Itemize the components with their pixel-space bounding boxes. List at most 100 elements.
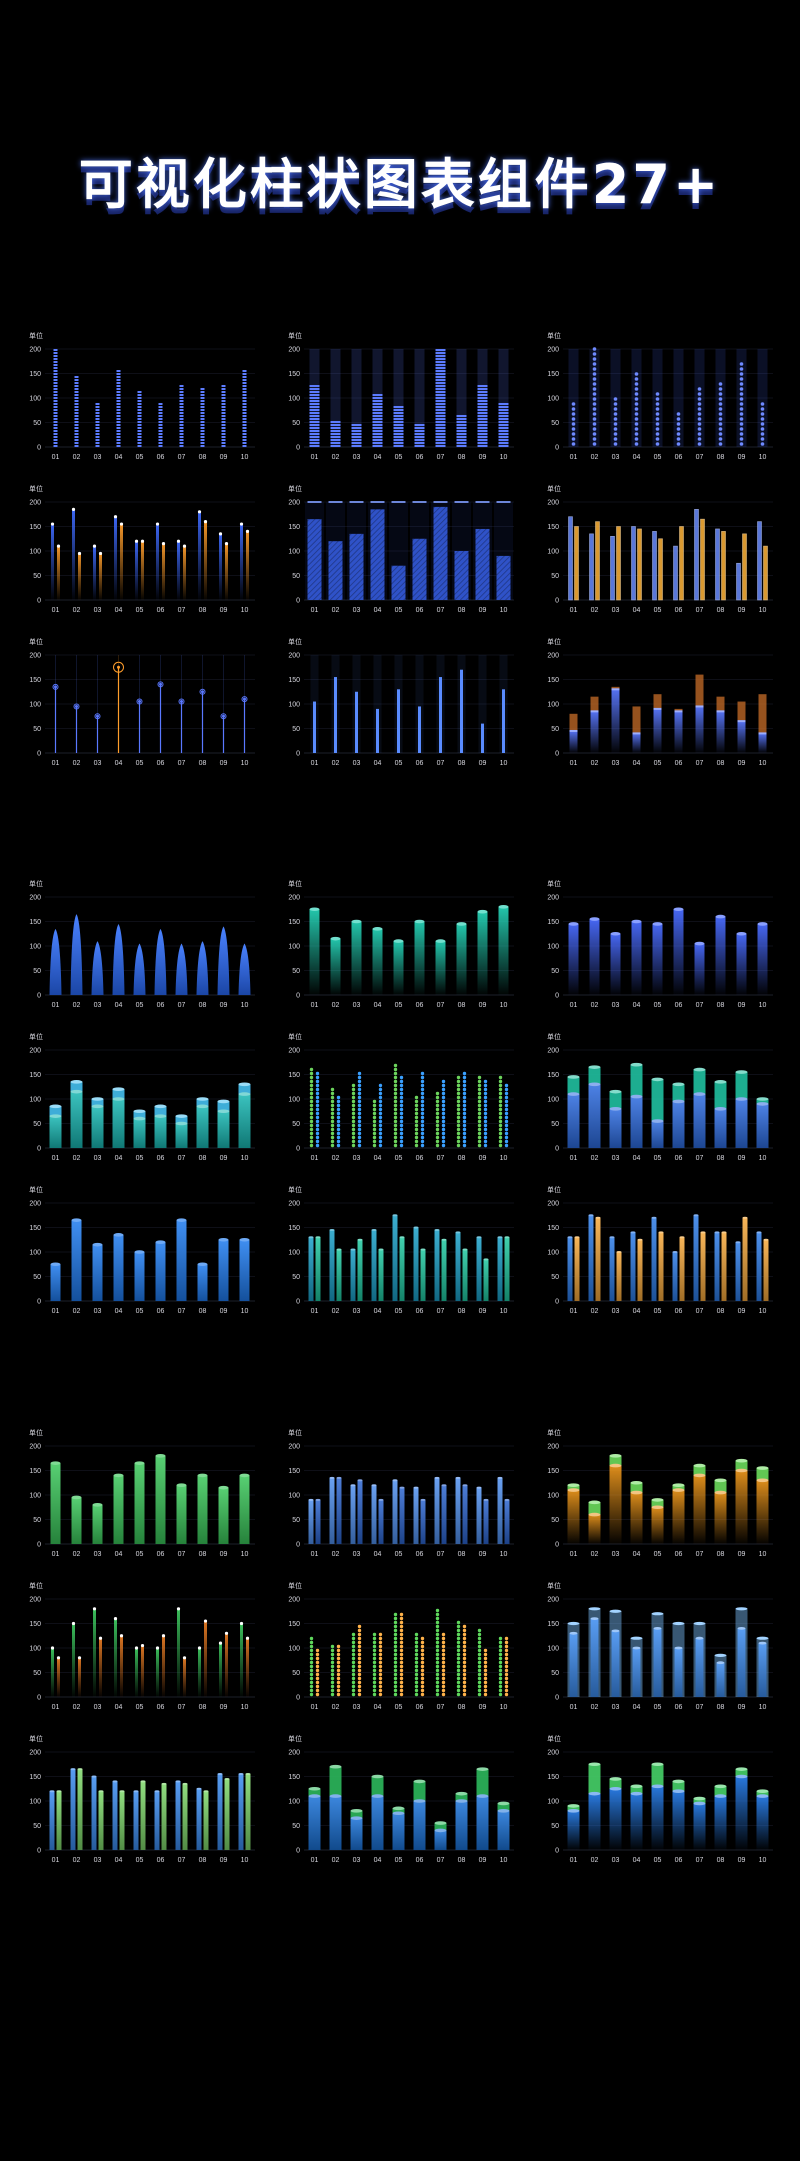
bar-dot <box>372 1111 377 1116</box>
bar-dot <box>420 1692 425 1697</box>
bar-dot <box>315 1676 320 1681</box>
bar <box>674 708 683 712</box>
x-tick-label: 07 <box>696 1002 704 1009</box>
bar <box>240 524 243 600</box>
bar <box>758 733 767 753</box>
bar-dot <box>309 1664 314 1669</box>
bar-dot <box>372 1143 377 1148</box>
bar <box>414 433 425 435</box>
x-tick-label: 07 <box>696 1155 704 1162</box>
bar-dot <box>315 1656 320 1661</box>
bar-dot <box>739 372 744 376</box>
bar <box>179 385 184 387</box>
bar <box>672 1485 685 1491</box>
bar-dot <box>330 1115 335 1120</box>
bar <box>328 501 343 503</box>
bar-dot <box>336 1143 341 1148</box>
bar <box>95 403 100 405</box>
bar <box>433 501 448 503</box>
bar <box>134 1463 145 1544</box>
bar <box>116 415 121 417</box>
bar-dot <box>498 1115 503 1120</box>
bar <box>435 445 446 447</box>
bar-cap <box>315 1498 321 1501</box>
bar <box>616 526 621 601</box>
bar-dot <box>372 1652 377 1657</box>
bar-cap <box>735 1097 748 1101</box>
bar <box>498 424 509 426</box>
bar <box>399 1487 405 1544</box>
y-tick-label: 150 <box>29 1468 41 1475</box>
bar <box>246 1638 249 1697</box>
x-tick-label: 08 <box>717 1308 725 1315</box>
bar-dot <box>435 1640 440 1645</box>
bar <box>162 543 165 600</box>
bar <box>53 364 58 366</box>
bar-dot <box>372 1668 377 1673</box>
bar-dot <box>351 1648 356 1653</box>
bar <box>182 1783 188 1850</box>
bar-dot <box>330 1668 335 1673</box>
bar-cap <box>630 1231 636 1234</box>
bar <box>197 1264 208 1301</box>
bar-cap <box>245 1636 250 1640</box>
x-tick-label: 06 <box>416 1551 424 1558</box>
bar <box>224 1778 230 1850</box>
bar-dot <box>315 1668 320 1673</box>
bar <box>242 421 247 423</box>
bar-cap <box>77 551 82 556</box>
bar-dot <box>456 1139 461 1144</box>
bar <box>158 415 163 417</box>
bar <box>652 531 657 601</box>
bar-cap <box>161 1782 167 1785</box>
bar-dot <box>315 1135 320 1140</box>
bar <box>74 418 79 420</box>
y-tick-label: 150 <box>547 1225 559 1232</box>
bar-dot <box>393 1095 398 1100</box>
bar-dot <box>613 417 618 421</box>
bar <box>351 427 362 429</box>
bar-dot <box>414 1143 419 1148</box>
x-tick-label: 03 <box>612 1155 620 1162</box>
bar <box>392 1808 405 1814</box>
bar <box>200 388 205 390</box>
bar <box>435 349 446 351</box>
x-tick-label: 05 <box>136 760 144 767</box>
x-tick-label: 02 <box>591 1551 599 1558</box>
bar <box>567 1490 580 1544</box>
bar-dot <box>351 1115 356 1120</box>
bar-dot <box>477 1087 482 1092</box>
bar <box>225 1633 228 1697</box>
bar-dot <box>393 1119 398 1124</box>
bar <box>456 427 467 429</box>
bar <box>95 406 100 408</box>
bar-cap <box>378 1498 384 1501</box>
bar <box>330 439 341 441</box>
bar-dot <box>592 432 597 436</box>
bar-dot <box>351 1652 356 1657</box>
bar <box>393 941 404 995</box>
bar-cap <box>413 1779 426 1784</box>
bar-cap <box>371 1774 384 1779</box>
bar <box>158 421 163 423</box>
bar-dot <box>315 1111 320 1116</box>
bar-cap <box>588 1500 601 1505</box>
bar-dot <box>483 1079 488 1084</box>
bar <box>72 509 75 600</box>
bar-dot <box>351 1692 356 1697</box>
bar <box>350 1249 356 1301</box>
bar-dot <box>634 412 639 416</box>
bar-dot <box>414 1660 419 1665</box>
bar <box>116 433 121 435</box>
bar-dot <box>414 1135 419 1140</box>
x-tick-label: 05 <box>654 454 662 461</box>
bar-dot <box>504 1115 509 1120</box>
bar <box>53 415 58 417</box>
bar <box>756 1099 769 1104</box>
bar-dot <box>462 1071 467 1076</box>
y-tick-label: 150 <box>288 524 300 531</box>
bar <box>179 400 184 402</box>
bar <box>51 1648 54 1697</box>
y-tick-label: 150 <box>29 677 41 684</box>
